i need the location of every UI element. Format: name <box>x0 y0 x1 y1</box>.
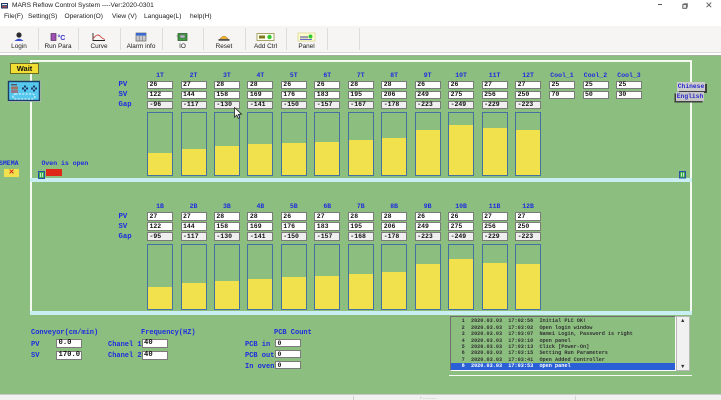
svg-text:°C: °C <box>58 34 66 42</box>
